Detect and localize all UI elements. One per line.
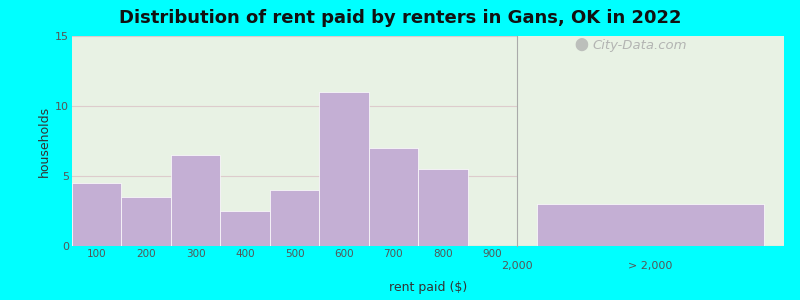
Bar bbox=[122, 197, 171, 246]
Y-axis label: households: households bbox=[38, 105, 51, 177]
Bar bbox=[537, 204, 764, 246]
Text: City-Data.com: City-Data.com bbox=[592, 39, 686, 52]
Bar bbox=[319, 92, 369, 246]
Text: rent paid ($): rent paid ($) bbox=[389, 281, 467, 294]
Bar bbox=[418, 169, 467, 246]
Bar bbox=[171, 155, 220, 246]
Text: > 2,000: > 2,000 bbox=[628, 261, 673, 271]
Text: Distribution of rent paid by renters in Gans, OK in 2022: Distribution of rent paid by renters in … bbox=[118, 9, 682, 27]
Text: 2,000: 2,000 bbox=[501, 261, 533, 271]
Bar bbox=[72, 183, 122, 246]
Text: ⬤: ⬤ bbox=[574, 38, 588, 51]
Bar bbox=[369, 148, 418, 246]
Bar bbox=[270, 190, 319, 246]
Bar bbox=[220, 211, 270, 246]
